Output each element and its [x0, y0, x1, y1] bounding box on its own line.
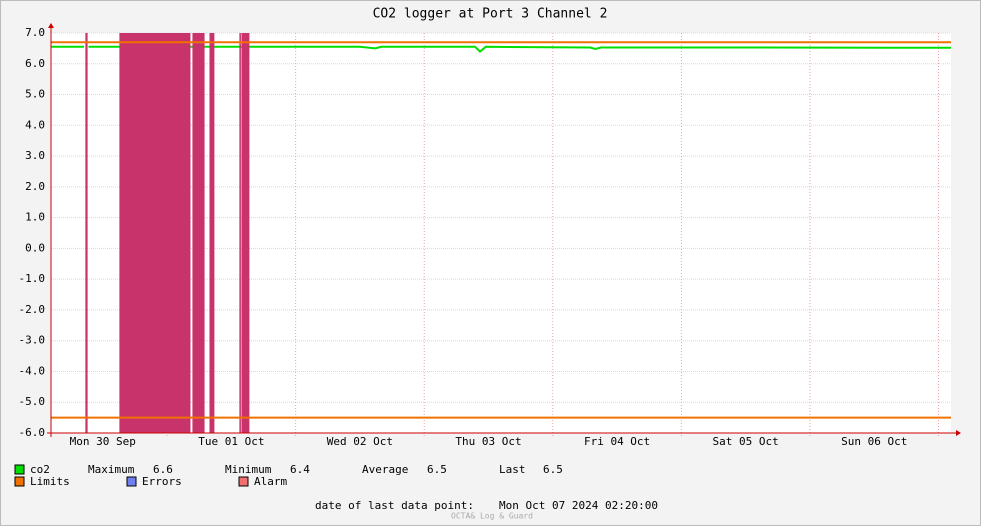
legend-label: Alarm [254, 475, 287, 488]
y-tick-label: 1.0 [25, 211, 45, 224]
legend-swatch [126, 476, 137, 487]
y-tick-label: -2.0 [19, 303, 46, 316]
y-tick-label: -5.0 [19, 395, 46, 408]
y-tick-label: -4.0 [19, 364, 46, 377]
stat-value: 6.5 [543, 463, 563, 476]
legend-label: co2 [30, 463, 50, 476]
stat-value: 6.4 [290, 463, 310, 476]
y-tick-label: 2.0 [25, 180, 45, 193]
watermark: OCTA& Log & Guard [451, 512, 533, 521]
stat-value: 6.5 [427, 463, 447, 476]
legend-label: Errors [142, 475, 182, 488]
y-tick-label: 4.0 [25, 118, 45, 131]
stat-value: 6.6 [153, 463, 173, 476]
chart-title: CO2 logger at Port 3 Channel 2 [373, 7, 608, 22]
data-line [88, 45, 952, 53]
alarm-period [119, 33, 191, 433]
stat-label: Maximum [88, 463, 135, 476]
y-tick-label: 6.0 [25, 57, 45, 70]
x-tick-label: Thu 03 Oct [455, 435, 521, 448]
y-tick-label: 3.0 [25, 149, 45, 162]
legend-label: Limits [30, 475, 70, 488]
legend: co2 Maximum 6.6 Minimum 6.4 Average 6.5 … [14, 463, 563, 488]
alarm-period [192, 33, 205, 433]
stat-label: Minimum [225, 463, 272, 476]
y-tick-label: 7.0 [25, 26, 45, 39]
y-tick-label: -3.0 [19, 334, 46, 347]
x-tick-label: Tue 01 Oct [198, 435, 264, 448]
footer-label: date of last data point: [315, 499, 474, 512]
x-tick-label: Mon 30 Sep [70, 435, 136, 448]
x-tick-label: Sun 06 Oct [841, 435, 907, 448]
y-tick-label: 5.0 [25, 88, 45, 101]
stat-label: Last [499, 463, 526, 476]
x-tick-label: Wed 02 Oct [327, 435, 393, 448]
footer-value: Mon Oct 07 2024 02:20:00 [499, 499, 658, 512]
alarm-period [209, 33, 215, 433]
alarm-period [85, 33, 88, 433]
y-axis-arrow [48, 23, 54, 28]
stat-label: Average [362, 463, 408, 476]
marks [51, 33, 952, 433]
legend-swatch [14, 476, 25, 487]
x-tick-label: Sat 05 Oct [713, 435, 779, 448]
legend-swatch [238, 476, 249, 487]
legend-swatch [14, 464, 25, 475]
alarm-period [241, 33, 250, 433]
y-tick-label: 0.0 [25, 241, 45, 254]
y-tick-label: -1.0 [19, 272, 46, 285]
axes [47, 23, 961, 437]
alarm-period [239, 33, 241, 433]
x-tick-label: Fri 04 Oct [584, 435, 650, 448]
y-tick-label: -6.0 [19, 426, 46, 439]
x-axis-arrow [956, 430, 961, 436]
